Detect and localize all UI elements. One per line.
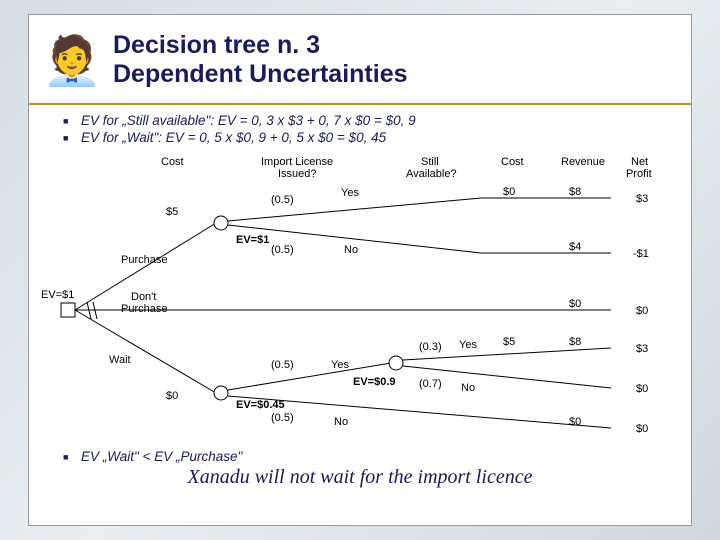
- bullet-list: EV for „Still available": EV = 0, 3 x $3…: [29, 105, 691, 151]
- bullet-3: EV „Wait" < EV „Purchase": [81, 449, 667, 464]
- s-pno: (0.7): [419, 378, 442, 390]
- slide-header: 🧑‍💼 Decision tree n. 3 Dependent Uncerta…: [29, 15, 691, 105]
- w-pno: (0.5): [271, 412, 294, 424]
- w-pyes: (0.5): [271, 359, 294, 371]
- w-no: No: [334, 416, 348, 428]
- hdr-rev: Revenue: [561, 156, 605, 168]
- hdr-license: Import License: [261, 156, 333, 168]
- dont-net: $0: [636, 305, 648, 317]
- edge-wait: [75, 310, 216, 393]
- hdr-cost2: Cost: [501, 156, 524, 168]
- s-net-no: $0: [636, 383, 648, 395]
- still-ev: EV=$0.9: [353, 376, 396, 388]
- s-net-yes: $3: [636, 343, 648, 355]
- dont-rev: $0: [569, 298, 581, 310]
- p-no-rev: $4: [569, 241, 581, 253]
- lbl-purchase: Purchase: [121, 254, 167, 266]
- tree-svg: Cost Import License Issued? Still Availa…: [41, 153, 681, 443]
- footer-bullet: EV „Wait" < EV „Purchase": [29, 445, 691, 464]
- slide-title: Decision tree n. 3 Dependent Uncertainti…: [113, 31, 408, 89]
- root-node: [61, 303, 75, 317]
- purchase-chance: [214, 216, 228, 230]
- s-no: No: [461, 382, 475, 394]
- wait-ev: EV=$0.45: [236, 399, 285, 411]
- w-no-net: $0: [636, 423, 648, 435]
- decision-tree: Cost Import License Issued? Still Availa…: [29, 151, 691, 445]
- bullet-1: EV for „Still available": EV = 0, 3 x $3…: [81, 113, 667, 128]
- conclusion: Xanadu will not wait for the import lice…: [29, 464, 691, 489]
- p-yes-cost: $0: [503, 186, 515, 198]
- s-pyes: (0.3): [419, 341, 442, 353]
- hdr-avail: Available?: [406, 168, 457, 180]
- root-ev: EV=$1: [41, 289, 74, 301]
- wait-chance: [214, 386, 228, 400]
- w-yes: Yes: [331, 359, 349, 371]
- purchase-ev: EV=$1: [236, 234, 269, 246]
- hdr-still: Still: [421, 156, 439, 168]
- p-yes-rev: $8: [569, 186, 581, 198]
- hdr-issued: Issued?: [278, 168, 317, 180]
- s-rev: $8: [569, 336, 581, 348]
- purchase-cost: $5: [166, 206, 178, 218]
- p-no: No: [344, 244, 358, 256]
- title-line-1: Decision tree n. 3: [113, 31, 408, 60]
- avatar: 🧑‍💼: [31, 19, 113, 101]
- p-no-net: -$1: [633, 248, 649, 260]
- title-line-2: Dependent Uncertainties: [113, 60, 408, 89]
- p-pno: (0.5): [271, 244, 294, 256]
- w-no-rev: $0: [569, 416, 581, 428]
- p-yes-net: $3: [636, 193, 648, 205]
- s-cost: $5: [503, 336, 515, 348]
- wait-cost: $0: [166, 390, 178, 402]
- dont-l1: Don't: [131, 291, 156, 303]
- hdr-net: Net: [631, 156, 648, 168]
- hdr-profit: Profit: [626, 168, 652, 180]
- hdr-cost: Cost: [161, 156, 184, 168]
- dont-l2: Purchase: [121, 303, 167, 315]
- lbl-wait: Wait: [109, 354, 131, 366]
- s-yes: Yes: [459, 339, 477, 351]
- p-pyes: (0.5): [271, 194, 294, 206]
- bullet-2: EV for „Wait": EV = 0, 5 x $0, 9 + 0, 5 …: [81, 130, 667, 145]
- still-chance: [389, 356, 403, 370]
- p-yes: Yes: [341, 187, 359, 199]
